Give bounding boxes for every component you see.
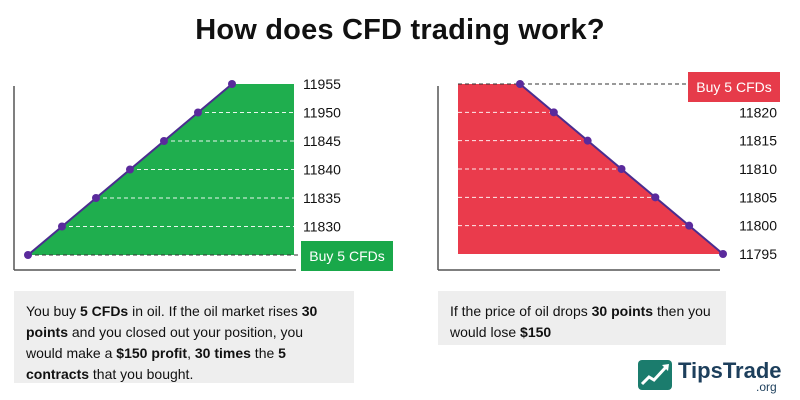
tipstrade-logo: TipsTrade .org — [638, 356, 788, 396]
right-tick-label: 11795 — [739, 246, 777, 262]
gain-explanation-text: and you closed out your position, you wo… — [26, 324, 304, 361]
left-price-dot — [228, 80, 236, 88]
gain-explanation-bold-text: $150 profit — [116, 345, 188, 361]
right-tick-label: 11815 — [739, 133, 777, 149]
buy-badge-right: Buy 5 CFDs — [688, 72, 780, 102]
right-price-dot — [516, 80, 524, 88]
buy-badge-left: Buy 5 CFDs — [301, 241, 393, 271]
gain-explanation-bold-text: 5 CFDs — [79, 303, 129, 319]
right-price-dot — [549, 108, 558, 117]
left-price-dot — [24, 251, 32, 259]
left-tick-label: 11840 — [303, 162, 341, 178]
gain-explanation-bold-text: 30 points — [26, 303, 318, 340]
gain-explanation-text: , — [187, 345, 195, 361]
page-title: How does CFD trading work? — [195, 14, 605, 46]
gain-explanation-text: in oil. If the oil market rises — [128, 303, 302, 319]
left-price-dot — [58, 222, 66, 231]
loss-area — [458, 84, 723, 254]
gain-explanation-text: that you bought. — [89, 366, 194, 382]
loss-explanation-bold-text: $150 — [520, 324, 552, 340]
gain-explanation-bold-text: 30 times — [194, 345, 251, 361]
right-tick-label: 11810 — [739, 161, 777, 177]
right-price-dot — [685, 221, 694, 230]
logo-suffix: .org — [756, 380, 777, 394]
right-price-dot — [583, 136, 592, 145]
left-panel-chart: 11955 11950 11845 11840 11835 11830 — [13, 76, 341, 271]
rising-chart-icon — [638, 360, 672, 390]
explanation-box-gain: You buy 5 CFDs in oil. If the oil market… — [14, 291, 354, 383]
logo-name: TipsTrade — [678, 358, 782, 383]
left-price-dot — [126, 165, 134, 174]
left-price-dot — [194, 108, 202, 117]
right-tick-label: 11800 — [739, 218, 777, 234]
right-price-dot — [651, 193, 660, 202]
gain-explanation-bold-text: 5 contracts — [26, 345, 286, 382]
left-tick-label: 11950 — [303, 105, 341, 121]
gain-explanation-text: the — [250, 345, 279, 361]
left-price-dot — [92, 194, 100, 202]
loss-explanation-text: If the price of oil drops — [450, 303, 592, 319]
right-price-dot — [617, 165, 626, 173]
left-tick-label: 11835 — [303, 190, 341, 206]
explanation-box-loss: If the price of oil drops 30 points then… — [438, 291, 726, 345]
left-tick-label: 11830 — [303, 219, 341, 235]
right-panel-chart: 11820 11815 11810 11805 11800 11795 — [437, 80, 777, 271]
loss-explanation-text: then you would lose — [450, 303, 711, 340]
right-price-dot — [719, 250, 727, 258]
loss-explanation-bold-text: 30 points — [591, 303, 654, 319]
gain-explanation-text: You buy — [26, 303, 80, 319]
left-tick-label: 11955 — [303, 76, 341, 92]
left-tick-label: 11845 — [303, 133, 341, 149]
right-tick-label: 11820 — [739, 104, 777, 120]
right-tick-label: 11805 — [739, 189, 777, 205]
left-price-dot — [160, 137, 168, 145]
